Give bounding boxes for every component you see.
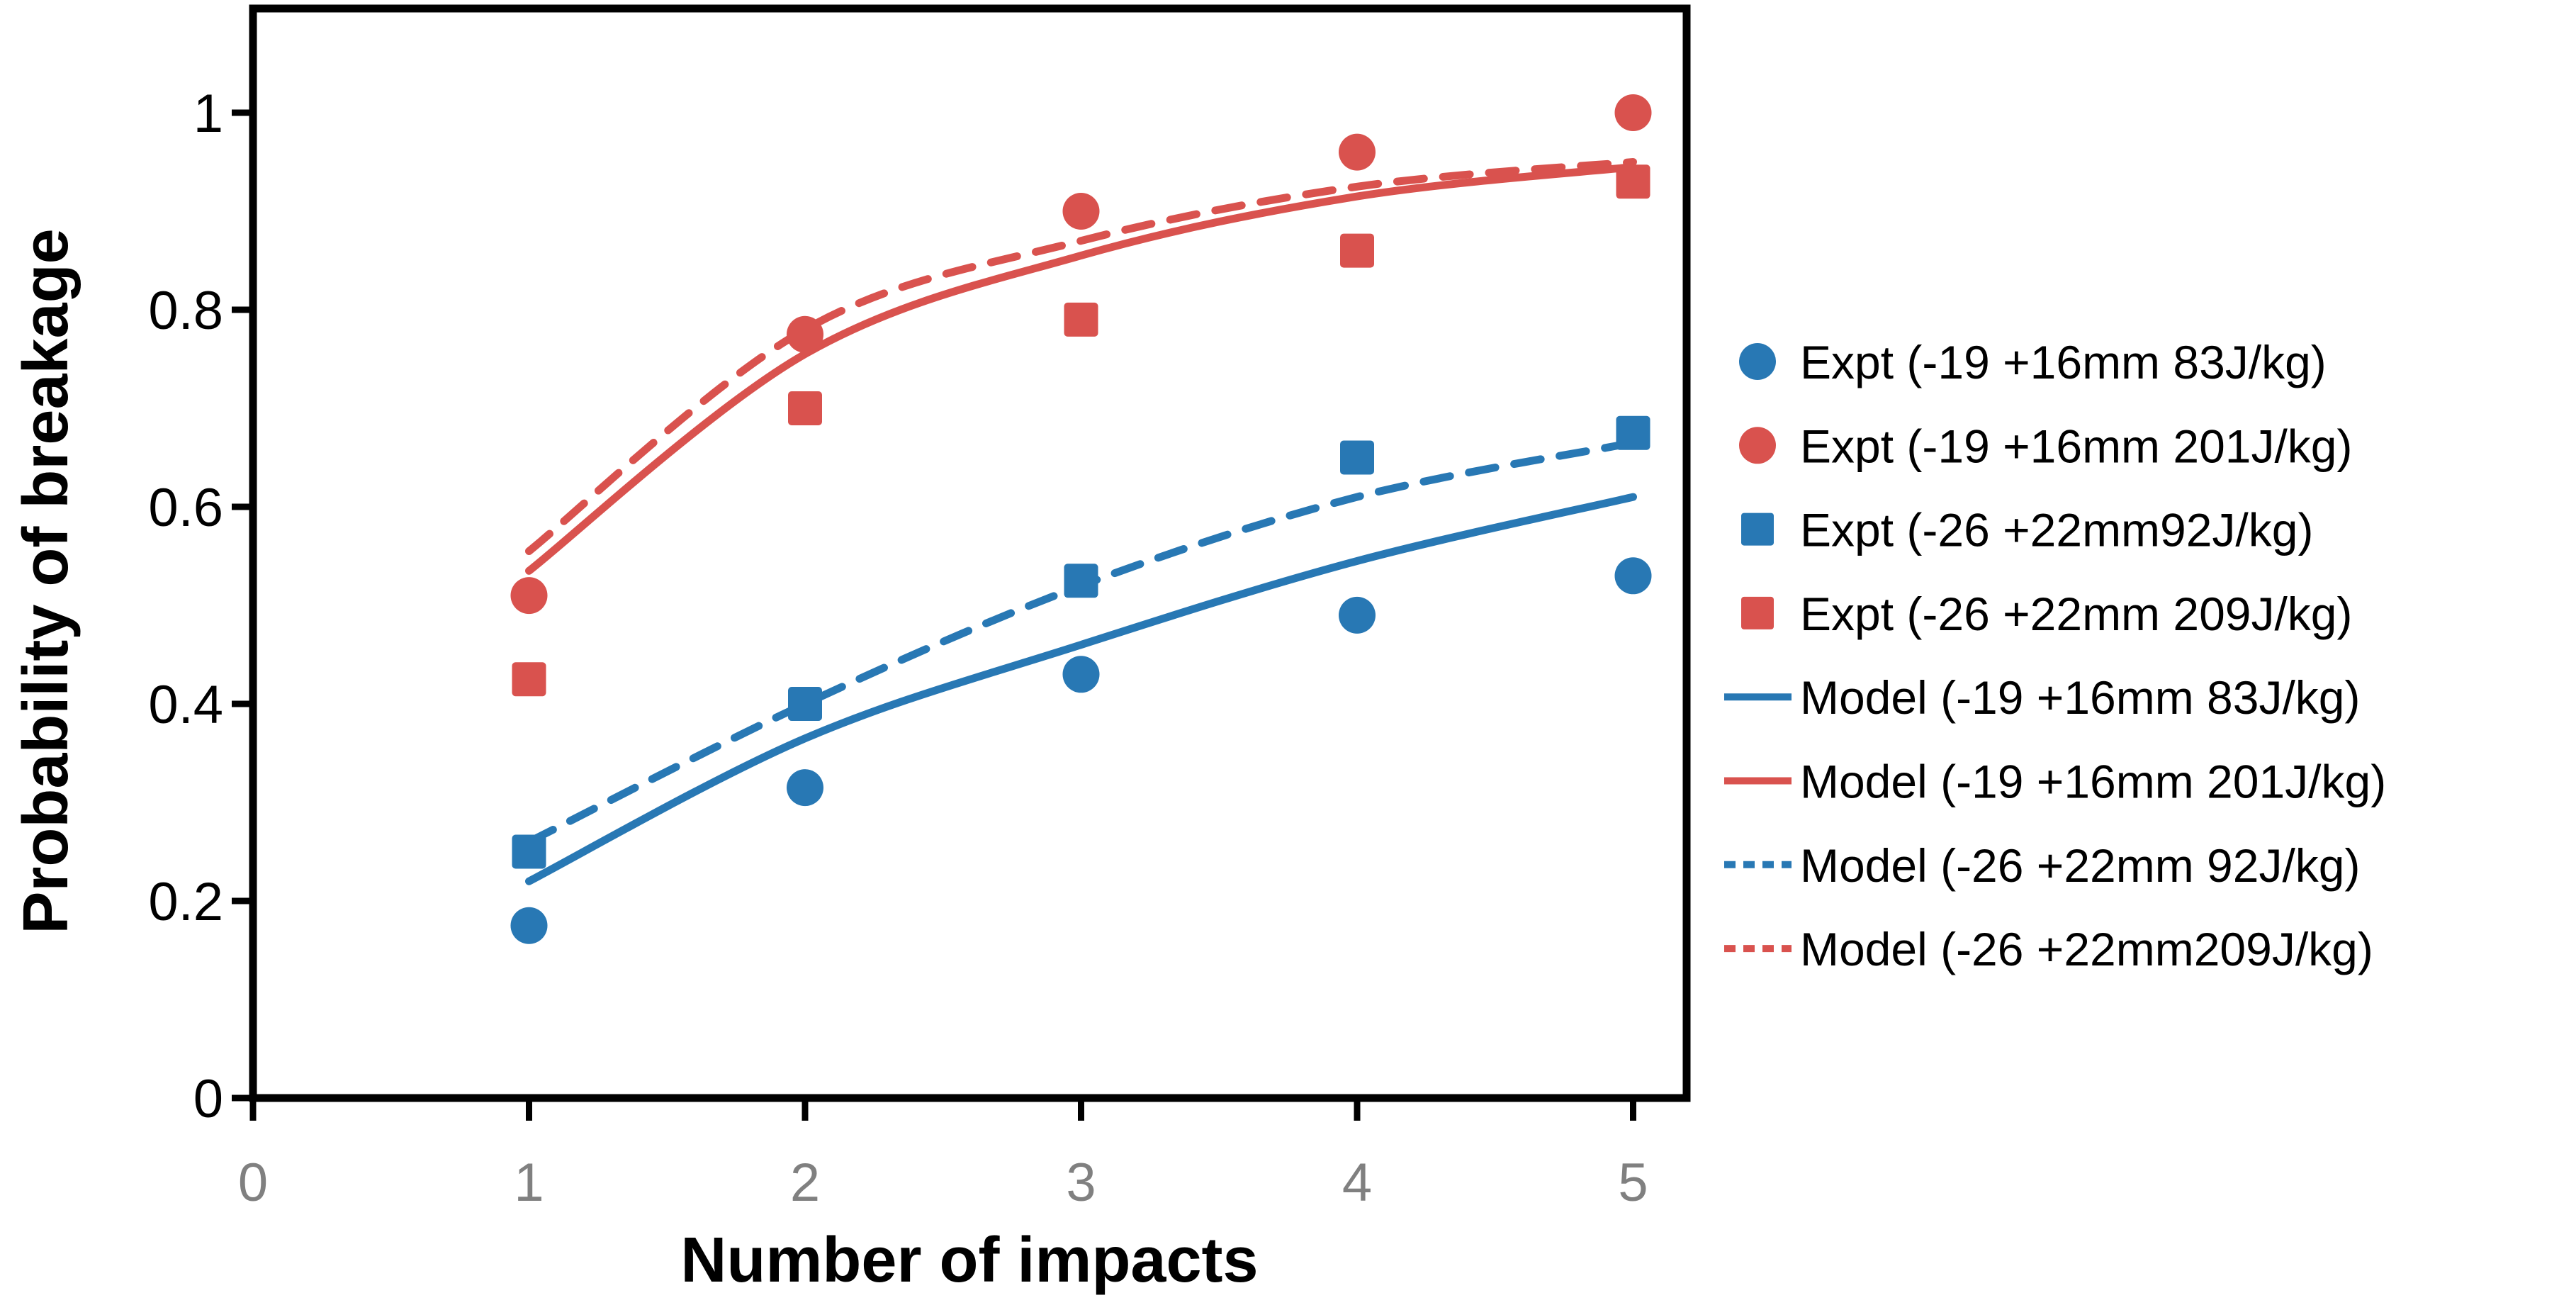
expt-marker-square [1616,164,1650,199]
axis-tick-labels: 0 0.2 0.4 0.6 0.8 1 0 1 2 3 4 5 [148,84,1648,1213]
legend-marker-red-square [1741,596,1774,629]
legend-item: Expt (-19 +16mm 201J/kg) [1739,420,2353,472]
y-tick-label: 0.2 [148,872,223,932]
legend-label: Model (-19 +16mm 201J/kg) [1800,756,2386,808]
x-tick-label: 4 [1342,1153,1372,1213]
expt-marker-circle [1614,557,1652,595]
expt-marker-square [1064,302,1098,337]
legend-marker-red-circle [1739,427,1776,464]
legend-label: Expt (-19 +16mm 201J/kg) [1800,420,2353,472]
x-tick-label: 5 [1618,1153,1648,1213]
legend-item: Expt (-19 +16mm 83J/kg) [1739,336,2327,388]
legend-item: Expt (-26 +22mm92J/kg) [1741,504,2313,556]
legend-marker-blue-circle [1739,343,1776,380]
x-tick-label: 1 [514,1153,544,1213]
y-tick-label: 1 [193,84,223,144]
experiment-markers [510,94,1652,944]
expt-marker-circle [1062,193,1100,230]
legend-label: Model (-19 +16mm 83J/kg) [1800,671,2361,724]
legend-item: Expt (-26 +22mm 209J/kg) [1741,588,2353,640]
legend-label: Model (-26 +22mm209J/kg) [1800,923,2373,975]
x-tick-label: 0 [238,1153,268,1213]
y-tick-label: 0 [193,1069,223,1129]
legend-item: Model (-19 +16mm 83J/kg) [1724,671,2361,724]
legend-label: Expt (-26 +22mm92J/kg) [1800,504,2313,556]
y-tick-label: 0.4 [148,675,223,735]
chart-legend: Expt (-19 +16mm 83J/kg) Expt (-19 +16mm 2… [1724,336,2386,975]
legend-marker-blue-square [1741,513,1774,546]
expt-marker-circle [787,315,823,353]
y-tick-label: 0.6 [148,478,223,538]
expt-marker-square [1340,233,1374,268]
legend-label: Expt (-19 +16mm 83J/kg) [1800,336,2327,388]
expt-marker-square [1064,564,1098,598]
x-tick-label: 2 [790,1153,820,1213]
expt-marker-square [788,687,822,721]
legend-label: Model (-26 +22mm 92J/kg) [1800,839,2361,892]
legend-item: Model (-26 +22mm 92J/kg) [1724,839,2361,892]
expt-marker-square [1616,415,1650,450]
model-curve [525,163,1637,575]
y-axis-title: Probability of breakage [11,228,81,934]
expt-marker-circle [510,577,548,615]
model-curve [525,158,1637,556]
x-tick-label: 3 [1066,1153,1096,1213]
expt-marker-square [788,391,822,425]
expt-marker-square [512,662,546,697]
expt-marker-circle [1062,656,1100,693]
expt-marker-square [1340,440,1374,475]
expt-marker-circle [1339,596,1376,634]
expt-marker-circle [1339,133,1376,171]
axis-ticks [232,109,1636,1121]
expt-marker-circle [787,769,823,807]
y-tick-label: 0.8 [148,281,223,341]
model-curve [525,493,1637,885]
expt-marker-circle [510,907,548,944]
expt-marker-circle [1614,94,1652,131]
legend-item: Model (-26 +22mm209J/kg) [1724,923,2373,975]
legend-item: Model (-19 +16mm 201J/kg) [1724,756,2386,808]
x-axis-title: Number of impacts [680,1225,1258,1296]
expt-marker-square [512,834,546,869]
legend-label: Expt (-26 +22mm 209J/kg) [1800,588,2353,640]
model-curves [525,158,1637,885]
plot-border [249,4,1691,1102]
